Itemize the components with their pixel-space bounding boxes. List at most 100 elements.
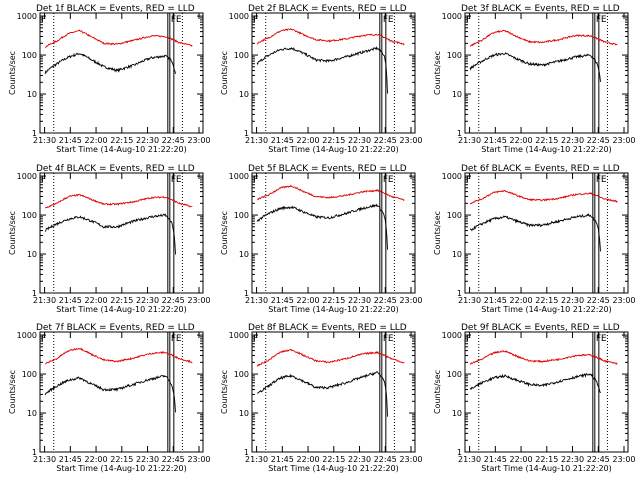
x-tick-label: 22:45 (374, 455, 397, 464)
series-lld (44, 347, 193, 365)
x-tick-label: 23:00 (187, 136, 210, 145)
series-events (256, 46, 388, 94)
panel-start-marker: F (253, 175, 258, 185)
y-tick-label: 1 (457, 289, 462, 298)
series-events (256, 371, 388, 417)
y-tick-label: 10 (27, 409, 37, 418)
series-events (469, 213, 601, 252)
x-tick-label: 22:15 (535, 455, 558, 464)
x-axis-label: Start Time (14-Aug-10 21:22:20) (481, 464, 612, 473)
panel-title: Det 4f BLACK = Events, RED = LLD (36, 164, 195, 174)
x-tick-label: 23:00 (399, 296, 422, 305)
flare-start-marker: F (171, 15, 176, 25)
y-tick-label: 100 (22, 211, 37, 220)
y-tick-label: 1 (32, 129, 37, 138)
x-tick-label: 22:15 (110, 296, 133, 305)
x-tick-label: 22:15 (322, 136, 345, 145)
x-tick-label: 22:00 (297, 296, 320, 305)
x-tick-label: 22:45 (162, 296, 185, 305)
x-axis-label: Start Time (14-Aug-10 21:22:20) (268, 145, 399, 154)
y-tick-label: 100 (22, 51, 37, 60)
y-tick-label: 100 (234, 370, 249, 379)
x-tick-label: 22:30 (348, 136, 371, 145)
y-tick-label: 10 (239, 90, 249, 99)
panel-start-marker: F (253, 334, 258, 344)
x-tick-label: 22:00 (297, 136, 320, 145)
x-tick-label: 23:00 (612, 455, 635, 464)
panel-start-marker: F (466, 15, 471, 25)
x-tick-label: 22:15 (110, 136, 133, 145)
panel-start-marker: F (253, 15, 258, 25)
flare-start-marker: F (171, 334, 176, 344)
y-axis-label: Counts/sec (433, 211, 442, 255)
y-axis-label: Counts/sec (433, 370, 442, 414)
y-tick-label: 1000 (229, 331, 249, 340)
x-tick-label: 21:45 (59, 136, 82, 145)
series-lld (256, 348, 405, 367)
x-tick-label: 21:30 (245, 455, 268, 464)
y-tick-label: 10 (27, 250, 37, 259)
flare-end-marker: E (176, 334, 182, 344)
y-tick-label: 1000 (229, 172, 249, 181)
x-tick-label: 22:45 (162, 455, 185, 464)
x-tick-label: 22:30 (561, 296, 584, 305)
panel-start-marker: F (466, 334, 471, 344)
flare-end-marker: E (176, 175, 182, 185)
x-tick-label: 22:30 (136, 136, 159, 145)
x-tick-label: 21:45 (484, 455, 507, 464)
flare-end-marker: E (388, 175, 394, 185)
x-tick-label: 21:30 (245, 136, 268, 145)
series-lld (256, 28, 405, 46)
flare-start-marker: F (383, 175, 388, 185)
y-axis-label: Counts/sec (8, 51, 17, 95)
panel-start-marker: F (41, 334, 46, 344)
plot-frame (39, 12, 204, 134)
y-tick-label: 1000 (17, 331, 37, 340)
y-axis-label: Counts/sec (220, 370, 229, 414)
series-lld (469, 350, 618, 365)
x-tick-label: 21:30 (245, 296, 268, 305)
x-tick-label: 22:00 (297, 455, 320, 464)
panel-title: Det 3f BLACK = Events, RED = LLD (461, 4, 620, 14)
series-lld (44, 193, 193, 209)
panel-title: Det 5f BLACK = Events, RED = LLD (248, 164, 407, 174)
x-tick-label: 23:00 (612, 136, 635, 145)
y-tick-label: 1 (244, 289, 249, 298)
plot-frame (251, 12, 416, 134)
x-tick-label: 23:00 (399, 455, 422, 464)
y-tick-label: 1000 (442, 331, 462, 340)
panel-7: Det 7f BLACK = Events, RED = LLD 1 10 100 10… (8, 323, 211, 473)
flare-start-marker: F (383, 15, 388, 25)
flare-end-marker: E (601, 334, 607, 344)
y-axis-label: Counts/sec (220, 51, 229, 95)
plot-frame (251, 331, 416, 453)
y-tick-label: 1000 (17, 12, 37, 21)
x-axis-label: Start Time (14-Aug-10 21:22:20) (481, 305, 612, 314)
y-tick-label: 10 (452, 250, 462, 259)
panel-3: Det 3f BLACK = Events, RED = LLD 1 10 100 10… (433, 4, 636, 154)
x-tick-label: 22:00 (85, 455, 108, 464)
panel-9: Det 9f BLACK = Events, RED = LLD 1 10 100 10… (433, 323, 636, 473)
panel-title: Det 1f BLACK = Events, RED = LLD (36, 4, 195, 14)
x-tick-label: 21:30 (33, 455, 56, 464)
x-tick-label: 22:45 (587, 296, 610, 305)
panel-title: Det 2f BLACK = Events, RED = LLD (248, 4, 407, 14)
x-tick-label: 21:45 (271, 136, 294, 145)
x-tick-label: 21:45 (271, 296, 294, 305)
flare-start-marker: F (596, 334, 601, 344)
panel-5: Det 5f BLACK = Events, RED = LLD 1 10 100 10… (220, 164, 423, 314)
series-lld (469, 190, 618, 205)
x-tick-label: 21:30 (458, 296, 481, 305)
series-events (44, 213, 176, 255)
x-tick-label: 21:30 (33, 136, 56, 145)
y-tick-label: 100 (447, 51, 462, 60)
x-tick-label: 23:00 (187, 455, 210, 464)
x-tick-label: 22:00 (85, 136, 108, 145)
x-tick-label: 22:30 (348, 296, 371, 305)
x-tick-label: 21:30 (33, 296, 56, 305)
panel-8: Det 8f BLACK = Events, RED = LLD 1 10 100 10… (220, 323, 423, 473)
y-tick-label: 100 (234, 211, 249, 220)
y-tick-label: 100 (234, 51, 249, 60)
y-tick-label: 10 (452, 409, 462, 418)
